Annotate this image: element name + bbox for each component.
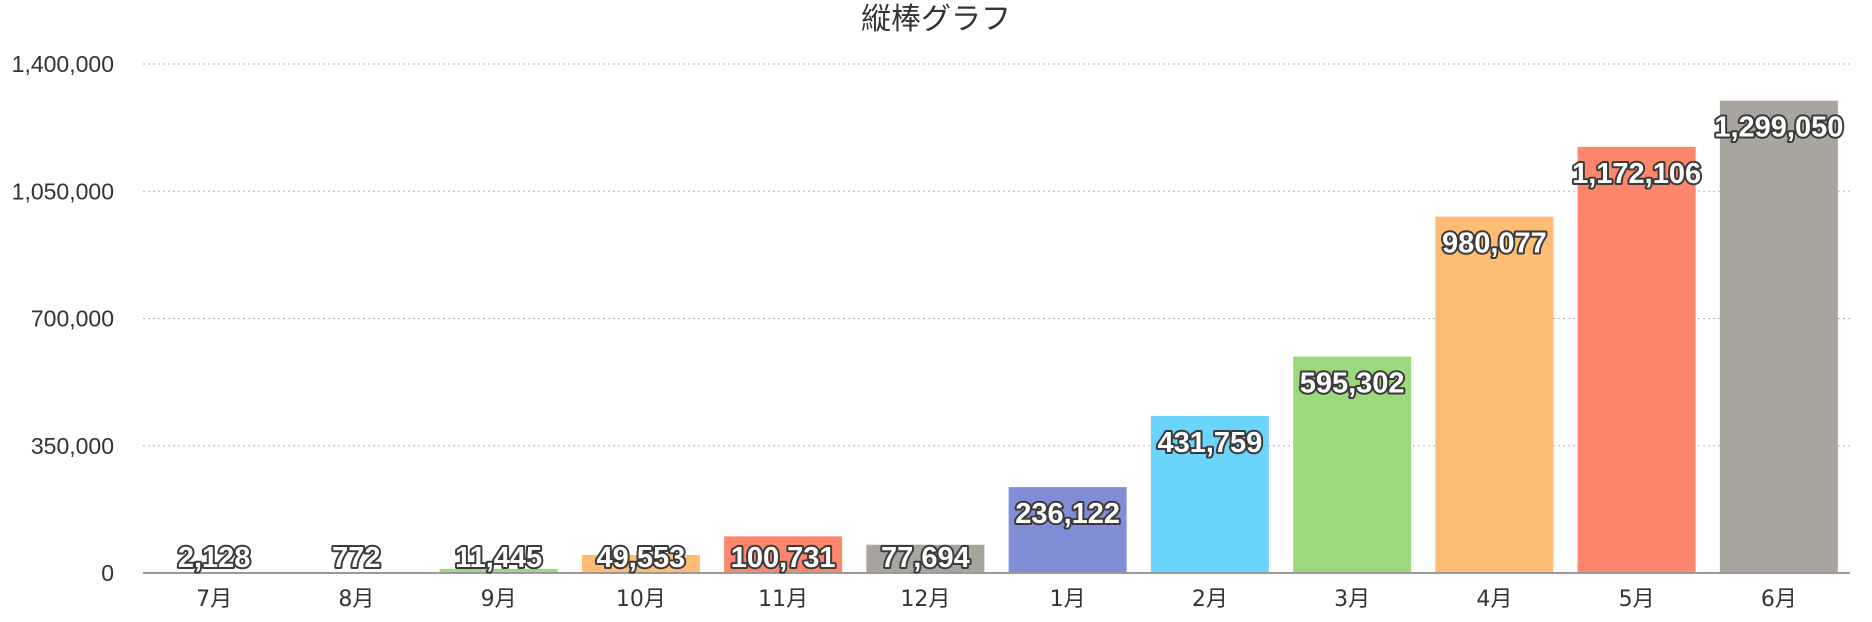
bar [581, 554, 700, 573]
bar [1435, 216, 1554, 574]
data-label: 431,759 [1157, 427, 1262, 459]
y-tick-label: 700,000 [31, 306, 114, 332]
bar [439, 568, 558, 573]
data-label: 772 [332, 542, 380, 574]
x-tick-label: 11月 [758, 587, 808, 612]
y-tick-label: 0 [101, 560, 114, 586]
x-tick-label: 6月 [1761, 587, 1797, 612]
data-label: 11,445 [455, 542, 542, 574]
data-label: 236,122 [1015, 498, 1120, 530]
x-tick-label: 5月 [1619, 587, 1655, 612]
y-axis-tick-labels: 0 350,000 700,000 1,050,000 1,400,000 [12, 51, 114, 586]
bar [1008, 487, 1127, 573]
bar [1719, 100, 1838, 573]
bar [724, 536, 843, 573]
x-tick-label: 4月 [1476, 587, 1512, 612]
bar [866, 544, 985, 573]
x-tick-label: 3月 [1334, 587, 1370, 612]
x-tick-label: 10月 [616, 587, 666, 612]
x-tick-label: 8月 [338, 587, 374, 612]
bar [1293, 356, 1412, 573]
bars [155, 100, 1838, 574]
y-tick-label: 1,400,000 [12, 51, 114, 77]
y-tick-label: 1,050,000 [12, 178, 114, 204]
bar [1150, 416, 1269, 573]
x-axis-tick-labels: 7月 8月 9月 10月 11月 12月 1月 2月 3月 4月 5月 6月 [196, 587, 1797, 612]
data-label: 980,077 [1442, 228, 1547, 260]
data-label: 49,553 [597, 542, 686, 574]
data-label: 1,172,106 [1572, 158, 1701, 190]
data-labels: 2,128 772 11,445 49,553 100,731 77,694 236,122… [176, 110, 1846, 576]
data-label: 595,302 [1300, 368, 1405, 400]
data-label: 2,128 [178, 542, 251, 574]
x-tick-label: 9月 [481, 587, 517, 612]
data-label: 100,731 [731, 542, 836, 574]
x-tick-label: 2月 [1192, 587, 1228, 612]
x-tick-label: 12月 [900, 587, 950, 612]
x-tick-label: 7月 [196, 587, 232, 612]
data-label: 1,299,050 [1714, 112, 1843, 144]
y-tick-label: 350,000 [31, 433, 114, 459]
chart-title: 縦棒グラフ [861, 2, 1011, 37]
data-label: 77,694 [881, 542, 970, 574]
bar [1577, 146, 1696, 573]
x-tick-label: 1月 [1050, 587, 1086, 612]
